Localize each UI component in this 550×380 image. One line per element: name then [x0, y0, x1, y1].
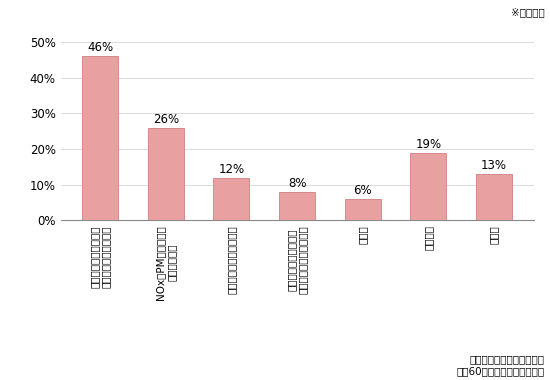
Text: 8%: 8%: [288, 177, 306, 190]
Bar: [147, 128, 184, 220]
Text: 19%: 19%: [415, 138, 441, 151]
Bar: [345, 199, 381, 220]
Text: 6%: 6%: [353, 184, 372, 197]
Text: ※複数回答: ※複数回答: [511, 8, 544, 17]
Bar: [476, 174, 512, 220]
Text: 資料：企業アンケート調査
（約60０社のサンプル集計）: 資料：企業アンケート調査 （約60０社のサンプル集計）: [456, 355, 544, 376]
Bar: [213, 177, 249, 220]
Text: 46%: 46%: [87, 41, 113, 54]
Bar: [279, 192, 315, 220]
Bar: [82, 56, 118, 220]
Text: 12%: 12%: [218, 163, 244, 176]
Text: 13%: 13%: [481, 159, 507, 172]
Text: 26%: 26%: [153, 113, 179, 126]
Bar: [410, 152, 447, 220]
